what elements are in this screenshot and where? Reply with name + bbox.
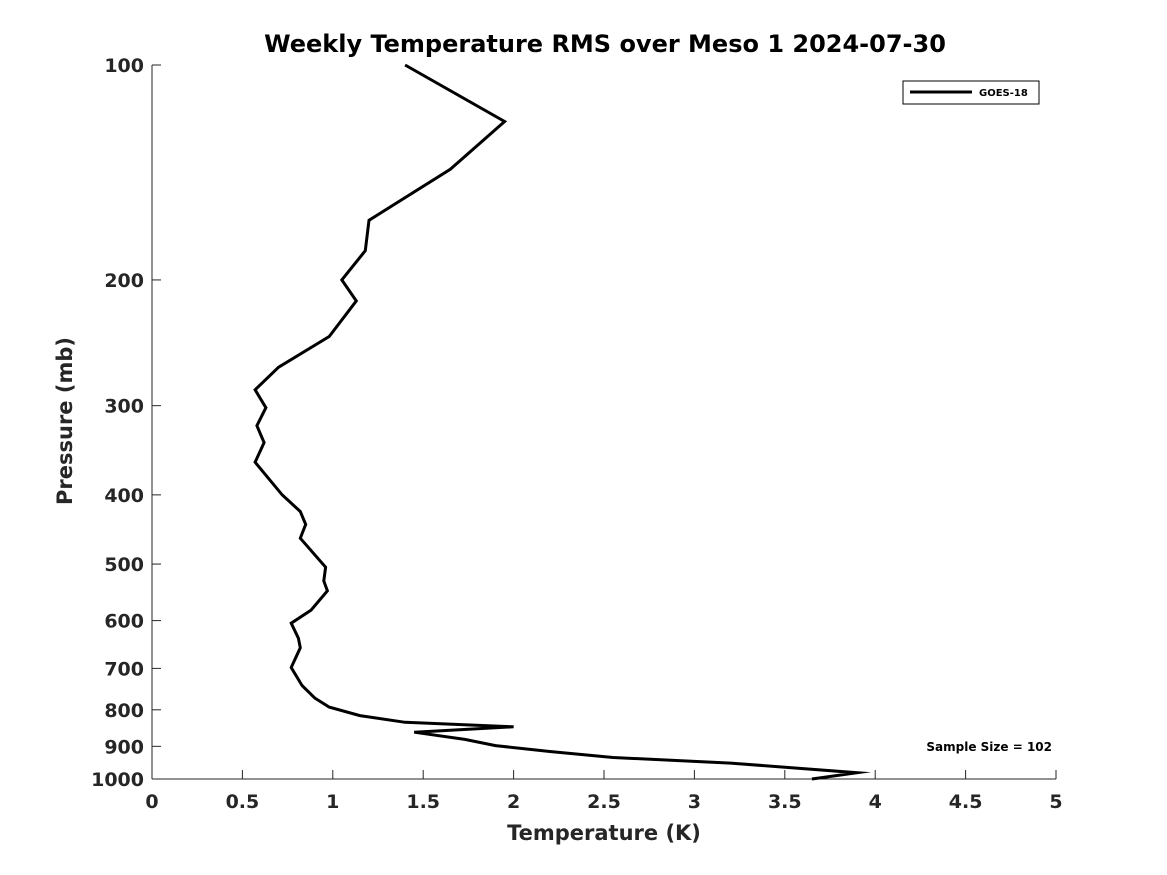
x-tick-label: 1	[326, 791, 339, 813]
y-tick-label: 800	[104, 700, 144, 722]
series-line-goes-18	[253, 63, 872, 781]
x-axis-label: Temperature (K)	[507, 821, 701, 845]
y-tick-label: 200	[104, 270, 144, 292]
y-tick-label: 400	[104, 485, 144, 507]
x-tick-label: 5	[1049, 791, 1062, 813]
y-tick-label: 900	[104, 736, 144, 758]
x-tick-label: 3	[688, 791, 701, 813]
y-tick-label: 300	[104, 396, 144, 418]
y-tick-label: 600	[104, 611, 144, 633]
chart-title: Weekly Temperature RMS over Meso 1 2024-…	[264, 30, 946, 58]
legend-label-goes-18: GOES-18	[979, 88, 1028, 99]
y-tick-label: 100	[104, 55, 144, 77]
x-tick-label: 0.5	[226, 791, 260, 813]
y-axis-label: Pressure (mb)	[53, 337, 77, 505]
legend: GOES-18	[902, 80, 1040, 105]
x-axis-ticks: 0 0.5 1 1.5 2 2.5 3 3.5 4 4.5 5	[145, 770, 1063, 813]
x-tick-label: 2.5	[587, 791, 621, 813]
y-tick-label: 1000	[91, 769, 144, 791]
x-tick-label: 0	[145, 791, 158, 813]
x-tick-label: 3.5	[768, 791, 802, 813]
x-tick-label: 1.5	[406, 791, 440, 813]
x-tick-label: 2	[507, 791, 520, 813]
series-layer	[253, 63, 872, 781]
x-tick-label: 4	[869, 791, 882, 813]
sample-size-annotation: Sample Size = 102	[926, 740, 1052, 754]
y-axis-ticks: 100 200 300 400 500 600 700 800 900 1000	[91, 55, 161, 791]
axes	[151, 65, 1056, 780]
y-tick-label: 700	[104, 658, 144, 680]
x-tick-label: 4.5	[949, 791, 983, 813]
y-tick-label: 500	[104, 554, 144, 576]
